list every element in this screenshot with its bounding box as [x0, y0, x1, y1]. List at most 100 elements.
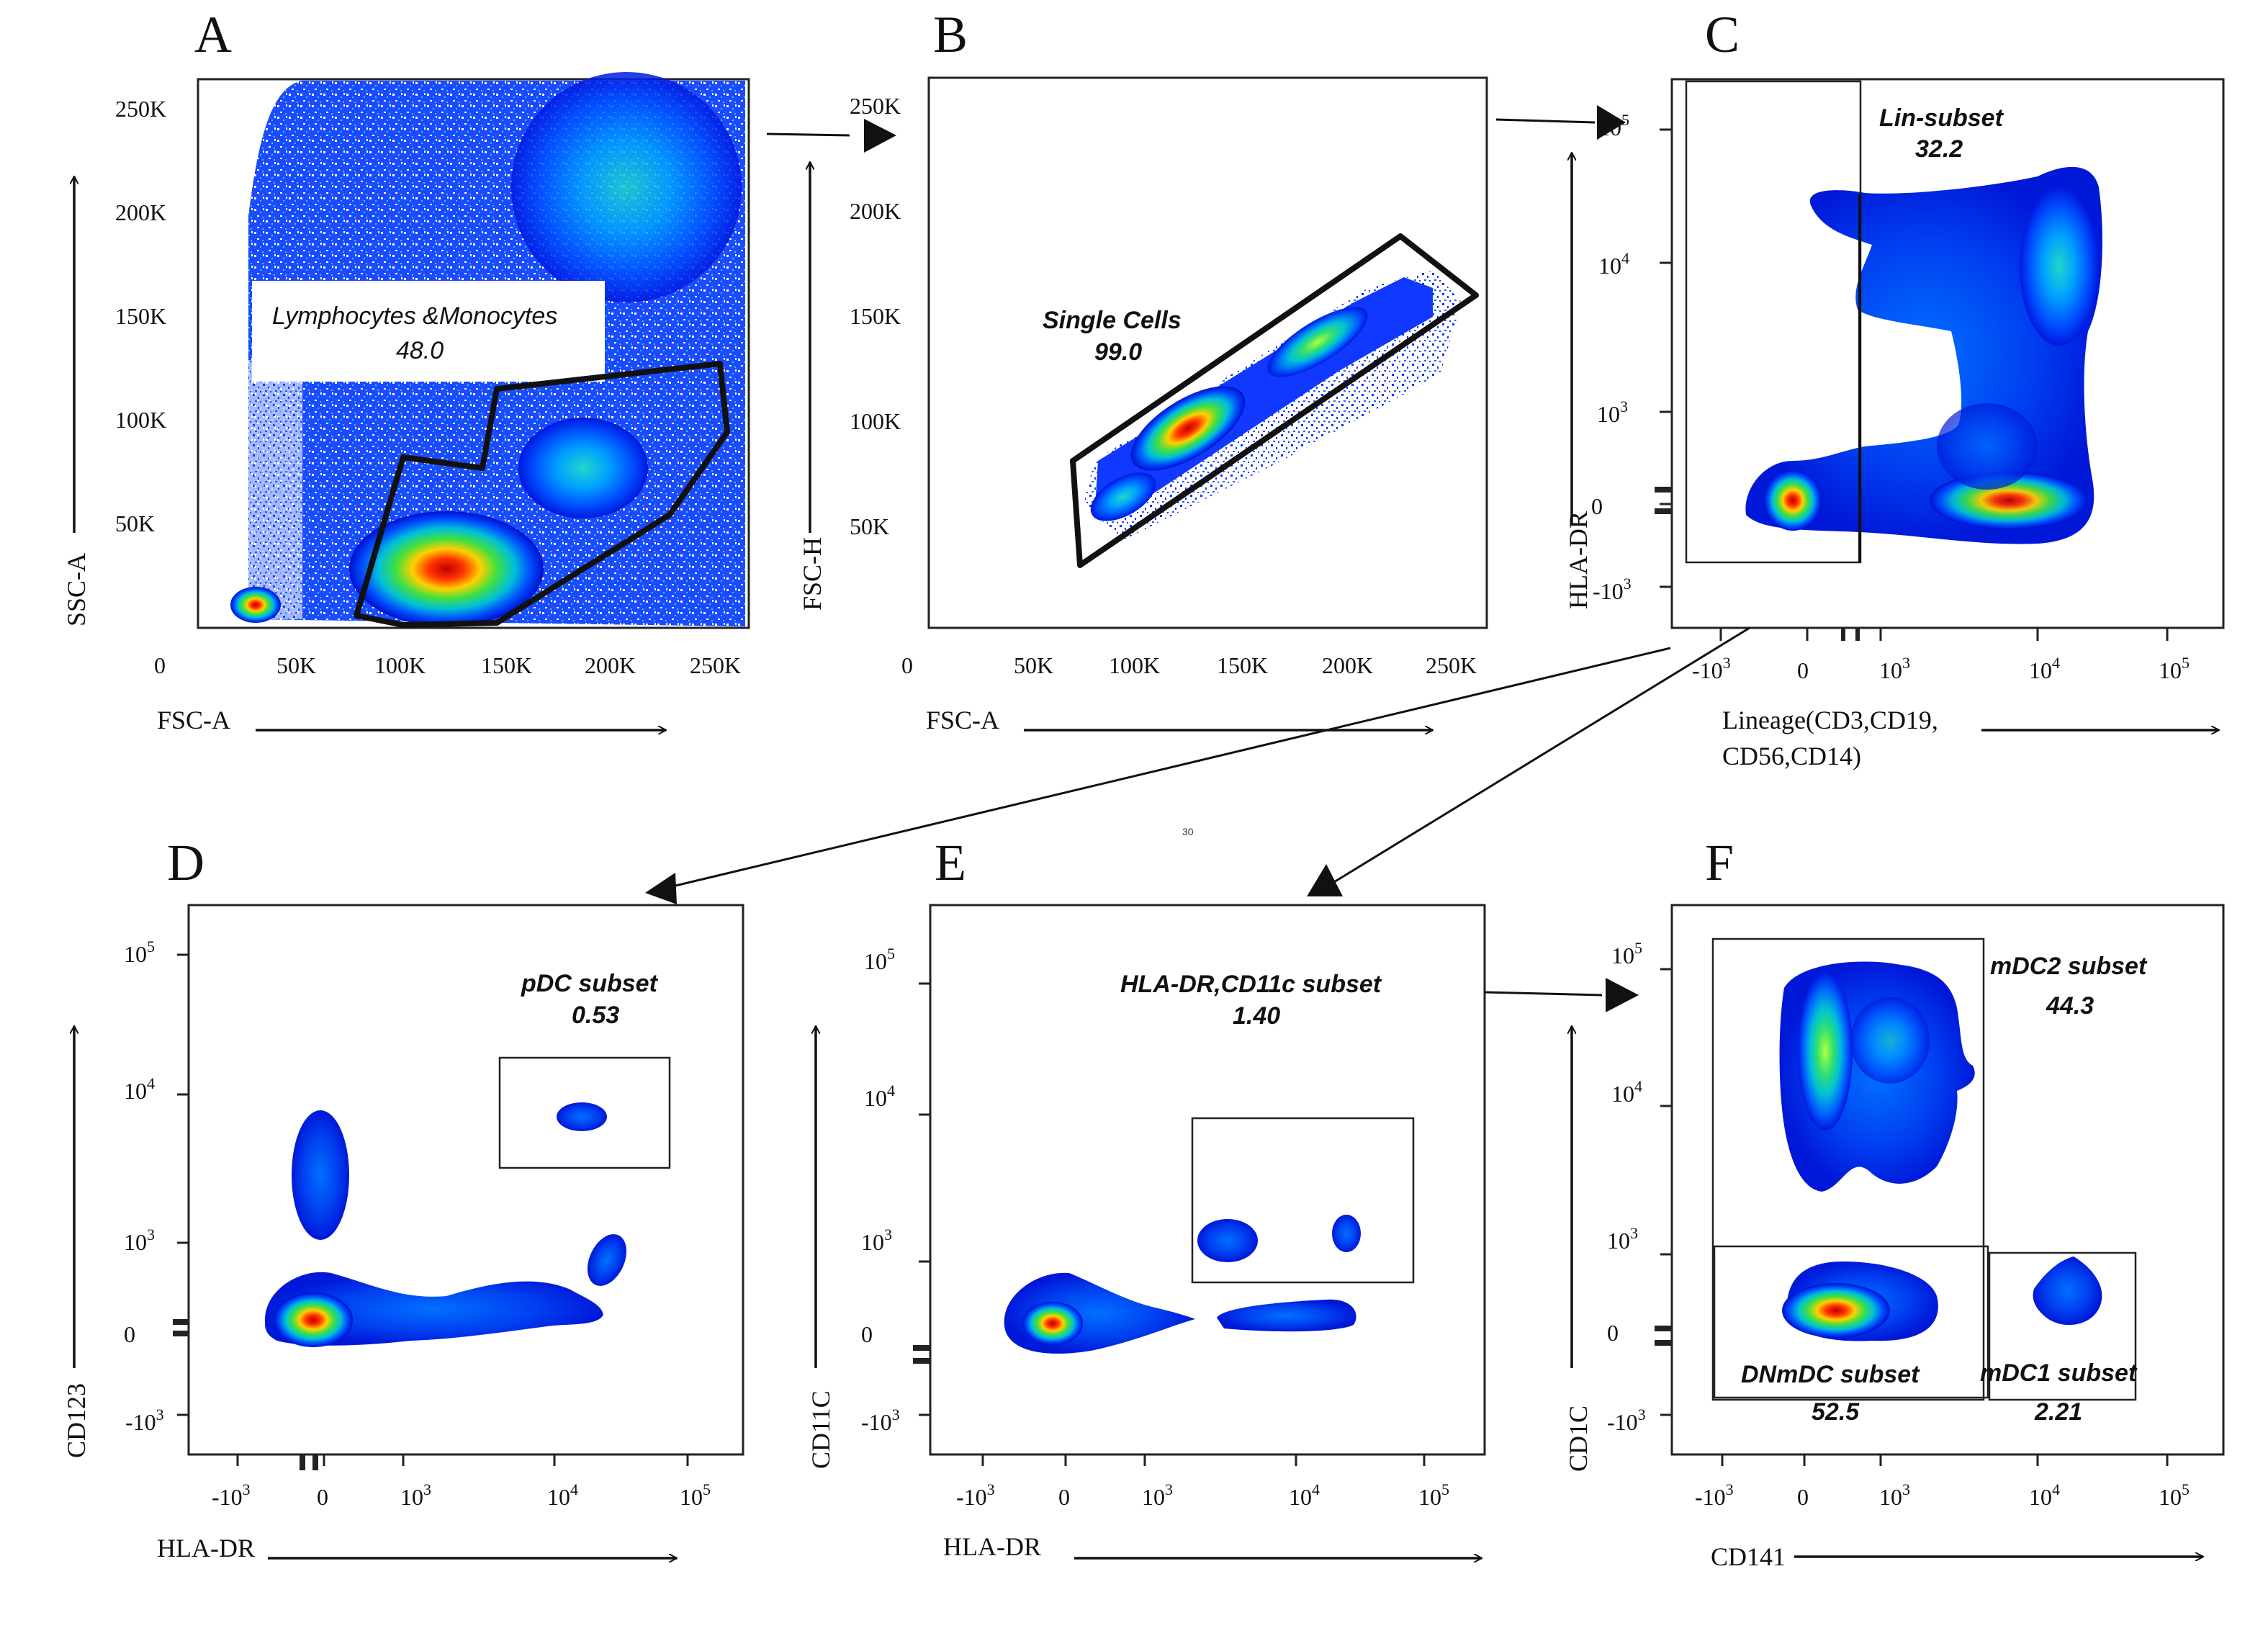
y-tick: 104: [124, 1074, 155, 1104]
panel-f-frame: [1670, 904, 2225, 1456]
x-tick: -103: [956, 1480, 995, 1510]
y-tick: 100K: [850, 408, 901, 434]
panel-c-xticks: -103 0 103 104 105: [1692, 654, 2190, 683]
x-tick: 105: [2159, 1480, 2190, 1510]
arrowhead-c-d: [645, 873, 677, 904]
panel-b: B Single Cells 99.0 250K 200K 150K 100K …: [798, 6, 1488, 734]
gate-f-mdc2-value: 44.3: [2046, 992, 2094, 1020]
y-axis-label: HLA-DR: [1564, 511, 1593, 609]
x-tick: 103: [1879, 1480, 1910, 1510]
panel-e-density: [1004, 1215, 1361, 1354]
y-tick: 103: [861, 1226, 892, 1255]
y-tick: 250K: [115, 96, 166, 122]
x-tick: 103: [1879, 654, 1910, 683]
x-tick: 105: [680, 1480, 711, 1510]
connector-b-c: [1495, 118, 1596, 124]
gate-c-value: 32.2: [1915, 135, 1963, 163]
y-tick: 104: [864, 1081, 895, 1111]
panel-c-xtick-marks: [1719, 628, 2169, 641]
gate-pdc-subset: [498, 1056, 671, 1169]
y-tick: -103: [1607, 1406, 1646, 1435]
panel-label-f: F: [1705, 834, 1734, 891]
connector-c-d: [669, 647, 1671, 889]
gate-f-mdc2-name: mDC2 subset: [1990, 953, 2148, 980]
y-tick: 105: [124, 937, 155, 967]
x-axis-label: HLA-DR: [157, 1534, 255, 1562]
x-tick: 250K: [1426, 652, 1477, 678]
y-tick: 50K: [115, 511, 155, 536]
panel-d-density: [264, 1102, 627, 1347]
x-tick: 0: [1797, 1484, 1809, 1510]
y-tick: 250K: [850, 93, 901, 119]
y-tick: 200K: [115, 199, 166, 225]
gate-f-mdc1-name: mDC1 subset: [1980, 1359, 2138, 1387]
x-tick: 150K: [1217, 652, 1268, 678]
panel-c-density: [1745, 166, 2102, 544]
x-tick: -103: [1695, 1480, 1734, 1510]
panel-a-frame: [197, 78, 750, 629]
arrowhead-b-c: [1597, 105, 1626, 140]
y-axis-label: CD11C: [806, 1390, 835, 1469]
x-tick: 103: [1142, 1480, 1173, 1510]
gate-f-dnmdc-value: 52.5: [1812, 1398, 1860, 1426]
panel-label-c: C: [1705, 6, 1740, 63]
gate-b-value: 99.0: [1094, 338, 1142, 366]
panel-d-yticks: 105 104 103 0 -103: [124, 937, 164, 1435]
y-axis-label: CD123: [62, 1383, 91, 1458]
y-tick: -103: [861, 1406, 900, 1435]
x-tick: 105: [2159, 654, 2190, 683]
panel-f-yticks: 105 104 103 0 -103: [1607, 939, 1646, 1435]
x-tick: 103: [400, 1480, 431, 1510]
x-tick: 104: [2029, 654, 2060, 683]
gate-b-name: Single Cells: [1043, 307, 1182, 334]
y-tick: -103: [1593, 575, 1632, 604]
x-axis-label: FSC-A: [157, 706, 230, 734]
y-tick: 0: [1591, 493, 1603, 519]
panel-c-yticks: 105 104 103 0 -103: [1591, 111, 1632, 604]
panel-e-frame: [929, 904, 1486, 1456]
y-tick: 150K: [115, 303, 166, 329]
gate-a-value: 48.0: [396, 337, 444, 364]
x-tick: 0: [154, 652, 166, 678]
y-tick: 104: [1598, 249, 1629, 279]
gate-mdc2-subset: [1711, 937, 1985, 1401]
panel-c-frame: [1670, 78, 2225, 629]
panel-b-xticks: 0 50K 100K 150K 200K 250K: [901, 652, 1477, 678]
y-tick: 0: [861, 1321, 873, 1347]
panel-label-a: A: [194, 6, 232, 63]
x-tick: 200K: [1322, 652, 1373, 678]
x-tick: 0: [317, 1484, 328, 1510]
x-tick: 104: [1289, 1480, 1320, 1510]
x-axis-label: CD141: [1711, 1542, 1786, 1571]
x-tick: 0: [1058, 1484, 1070, 1510]
arrowhead-a-b: [864, 119, 896, 153]
panel-a: A Lymphocytes &Monocytes 48.0 250K 200K …: [62, 6, 750, 734]
x-tick: -103: [212, 1480, 251, 1510]
panel-label-b: B: [933, 6, 968, 63]
x-tick: 104: [547, 1480, 578, 1510]
x-tick: 200K: [585, 652, 636, 678]
panel-label-d: D: [167, 834, 204, 891]
gate-mdc1-subset: [1988, 1251, 2137, 1401]
panel-b-density: [1084, 270, 1462, 540]
figure-center-mark: 30: [1182, 826, 1194, 837]
x-tick: 105: [1418, 1480, 1449, 1510]
x-axis-label: HLA-DR: [943, 1532, 1041, 1561]
gate-e-value: 1.40: [1233, 1002, 1280, 1030]
panel-f-density: [1779, 961, 2102, 1341]
y-tick: 0: [1607, 1320, 1619, 1346]
x-axis-label-line2: CD56,CD14): [1722, 742, 1861, 770]
gate-c-name: Lin-subset: [1879, 104, 2004, 132]
x-tick: 50K: [276, 652, 316, 678]
y-tick: 150K: [850, 303, 901, 329]
x-tick: 150K: [481, 652, 532, 678]
y-tick: 105: [1598, 111, 1629, 140]
y-tick: 105: [864, 945, 895, 974]
y-axis-label: FSC-H: [798, 537, 827, 611]
x-tick: 50K: [1014, 652, 1053, 678]
panel-d-xticks: -103 0 103 104 105: [212, 1480, 711, 1510]
panel-c: C Lin-subset 32.2 105 104 103 0 -103 -10…: [1564, 6, 2225, 770]
panel-a-xticks: 0 50K 100K 150K 200K 250K: [154, 652, 741, 678]
panel-b-frame: [927, 76, 1488, 629]
